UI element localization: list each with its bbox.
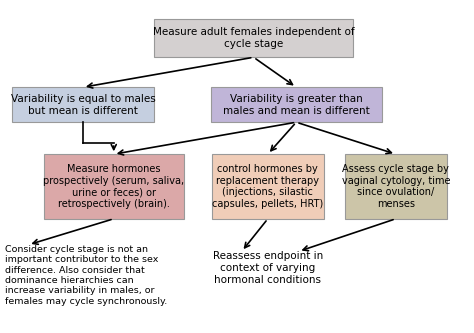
Text: Reassess endpoint in
context of varying
hormonal conditions: Reassess endpoint in context of varying … [213,251,323,285]
FancyBboxPatch shape [211,87,382,122]
FancyBboxPatch shape [212,154,323,219]
Text: Variability is equal to males
but mean is different: Variability is equal to males but mean i… [10,94,155,116]
Text: Measure hormones
prospectively (serum, saliva,
urine or feces) or
retrospectivel: Measure hormones prospectively (serum, s… [43,164,184,209]
Text: Variability is greater than
males and mean is different: Variability is greater than males and me… [223,94,370,116]
FancyBboxPatch shape [345,154,447,219]
Text: control hormones by
replacement therapy
(injections, silastic
capsules, pellets,: control hormones by replacement therapy … [212,164,323,209]
Text: Consider cycle stage is not an
important contributor to the sex
difference. Also: Consider cycle stage is not an important… [5,245,167,306]
Text: Assess cycle stage by
vaginal cytology, time
since ovulation/
menses: Assess cycle stage by vaginal cytology, … [342,164,450,209]
FancyBboxPatch shape [44,154,183,219]
FancyBboxPatch shape [12,87,154,122]
FancyBboxPatch shape [154,19,353,57]
Text: Measure adult females independent of
cycle stage: Measure adult females independent of cyc… [153,28,355,49]
